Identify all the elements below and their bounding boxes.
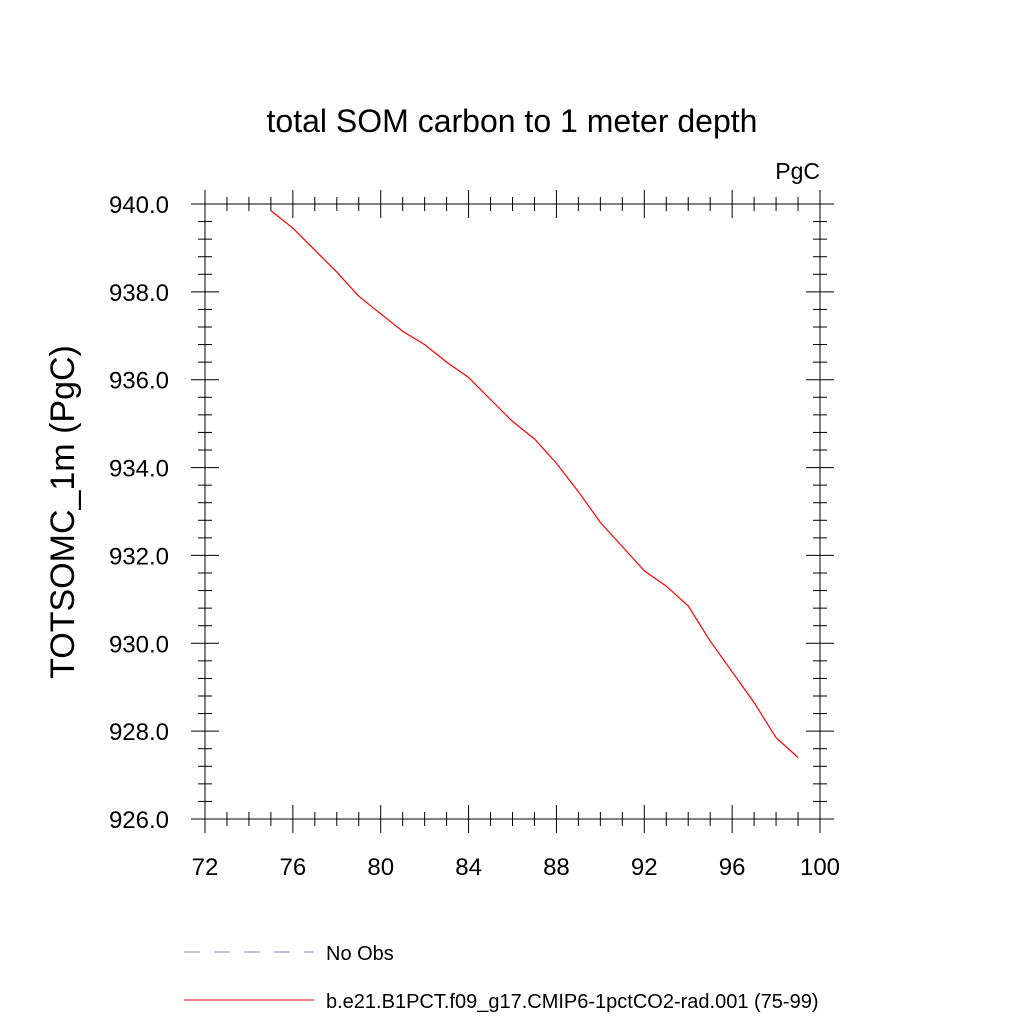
series-line	[270, 210, 799, 758]
x-tick-label: 76	[280, 854, 307, 881]
x-tick-label: 88	[543, 854, 570, 881]
x-tick-label: 84	[455, 854, 482, 881]
legend-label: No Obs	[326, 943, 394, 965]
y-tick-label: 934.0	[109, 456, 169, 483]
plot-frame	[204, 203, 821, 820]
y-tick-label: 926.0	[109, 807, 169, 834]
x-tick-label: 72	[192, 854, 219, 881]
y-tick-label: 936.0	[109, 368, 169, 395]
plot-axes	[191, 190, 834, 833]
x-tick-labels: 72 76 80 84 88 92 96 100	[192, 854, 840, 881]
chart-title: total SOM carbon to 1 meter depth	[267, 103, 758, 139]
plot-series	[270, 210, 799, 758]
legend-label: b.e21.B1PCT.f09_g17.CMIP6-1pctCO2-rad.00…	[326, 991, 819, 1013]
y-tick-label: 930.0	[109, 631, 169, 658]
x-tick-label: 100	[800, 854, 840, 881]
y-tick-labels: 926.0 928.0 930.0 932.0 934.0 936.0 938.0 940.0	[109, 192, 169, 834]
y-tick-label: 940.0	[109, 192, 169, 219]
y-tick-label: 938.0	[109, 280, 169, 307]
y-tick-label: 932.0	[109, 543, 169, 570]
x-tick-label: 96	[719, 854, 746, 881]
legend: No Obs b.e21.B1PCT.f09_g17.CMIP6-1pctCO2-…	[184, 943, 819, 1013]
y-tick-label: 928.0	[109, 719, 169, 746]
units-label: PgC	[775, 158, 820, 184]
y-axis-label: TOTSOMC_1m (PgC)	[44, 345, 82, 679]
x-tick-label: 80	[367, 854, 394, 881]
x-tick-label: 92	[631, 854, 658, 881]
